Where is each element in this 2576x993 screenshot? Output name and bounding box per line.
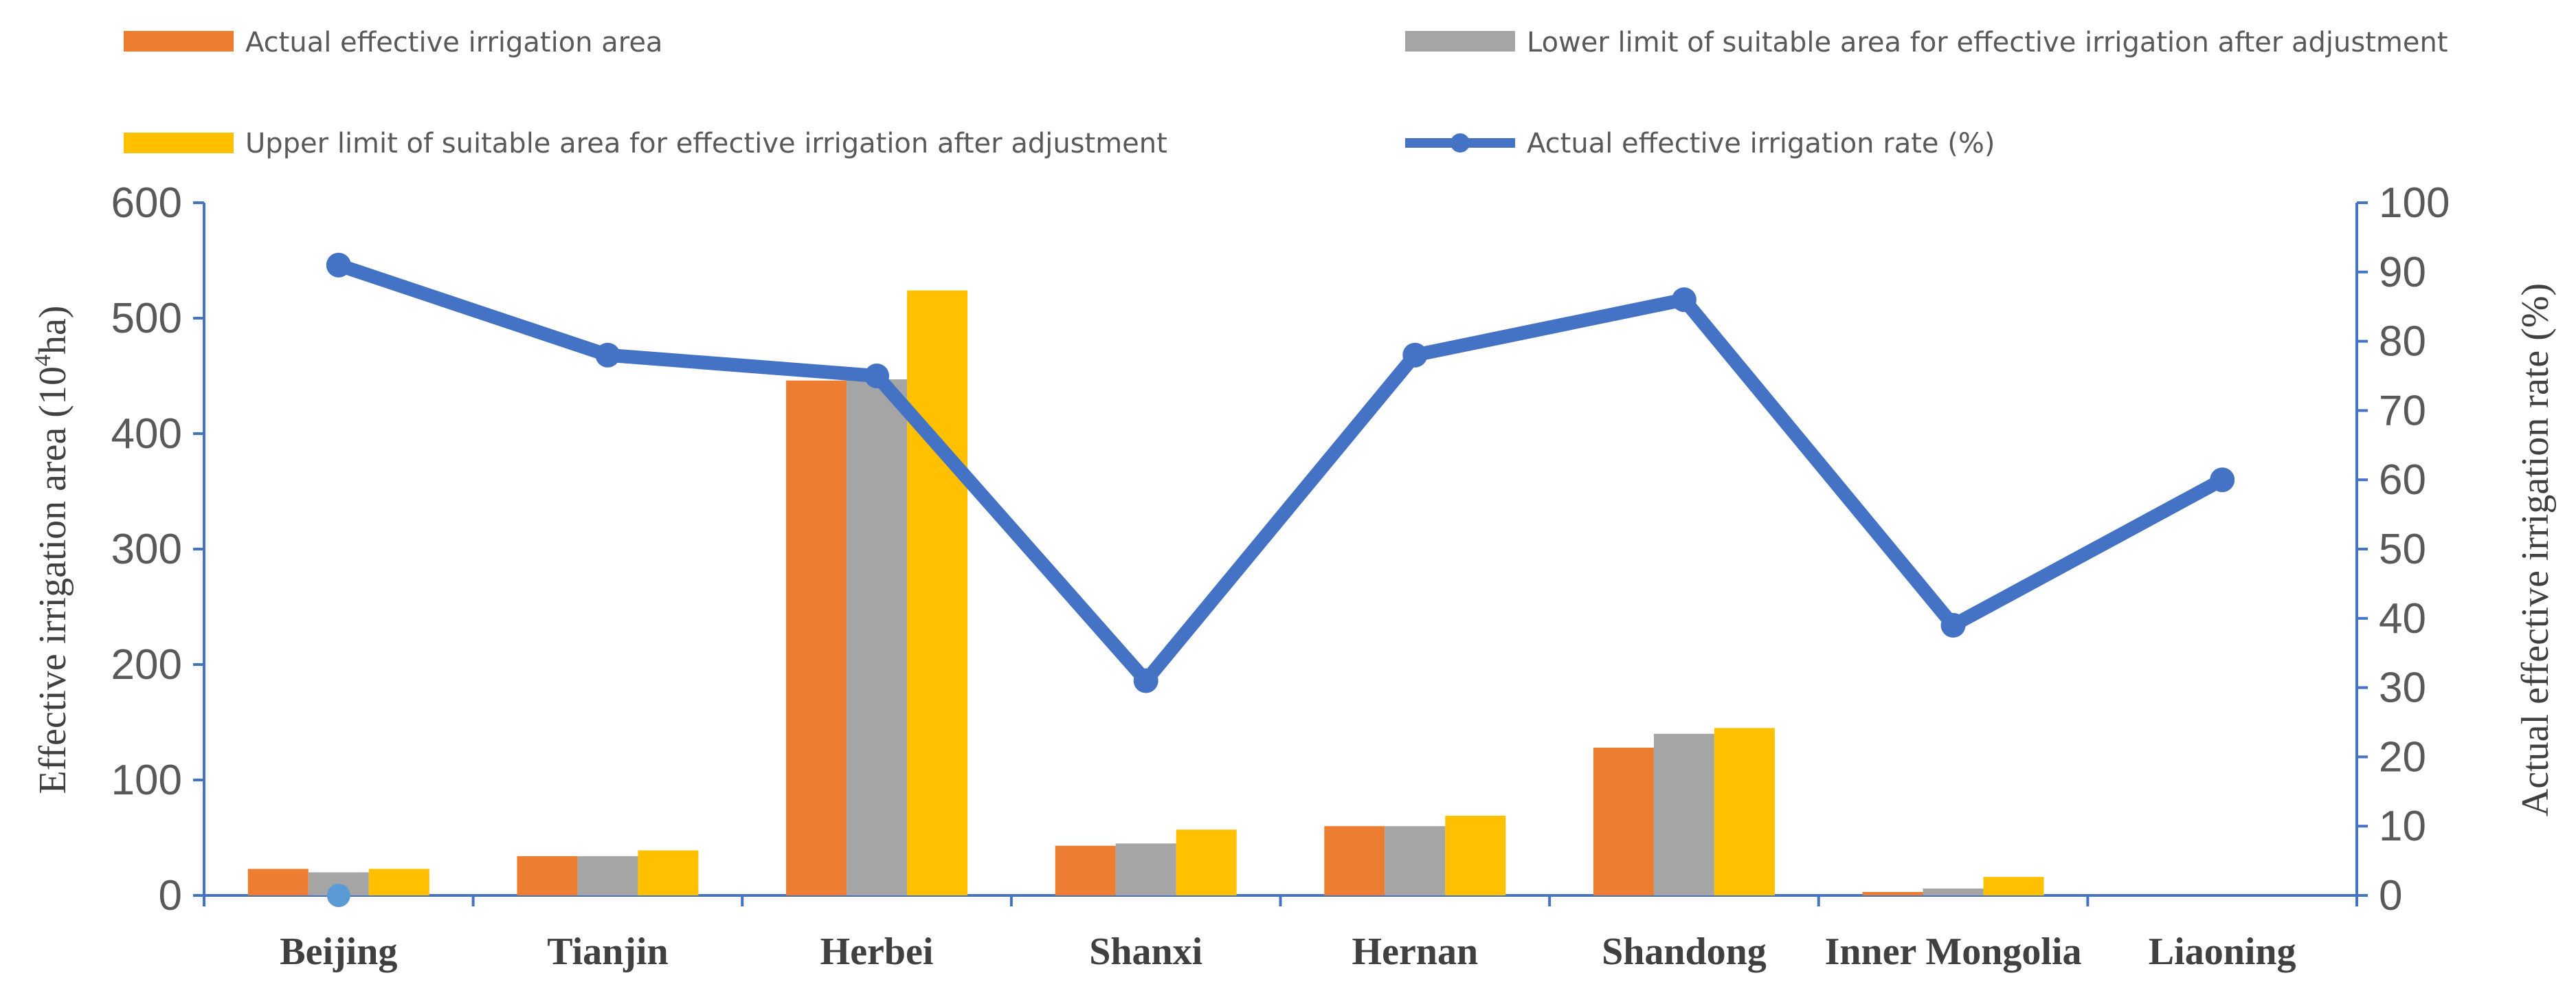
bar-2-shandong: [1653, 733, 1714, 895]
right-tick-label: 80: [2379, 318, 2426, 366]
left-tick-label: 200: [111, 641, 182, 689]
rate-point-hernan: [1402, 342, 1428, 368]
bar-1-shanxi: [1055, 845, 1116, 895]
legend-swatch-actual-area: [124, 31, 234, 52]
right-tick-label: 30: [2379, 665, 2426, 712]
right-tick-label: 0: [2379, 872, 2402, 919]
bar-3-herbei: [907, 290, 968, 895]
bar-1-shandong: [1593, 747, 1654, 895]
bar-2-shanxi: [1115, 843, 1176, 895]
right-tick-label: 20: [2379, 733, 2426, 781]
left-tick-label: 600: [111, 179, 182, 227]
right-axis-title: Actual effective irrigation rate (%): [2514, 283, 2557, 816]
left-tick-label: 0: [159, 872, 182, 919]
right-tick-label: 50: [2379, 526, 2426, 573]
rate-point-tianjin: [595, 342, 620, 368]
x-axis-ticks: [203, 895, 2358, 906]
left-tick-label: 500: [111, 295, 182, 342]
bar-3-shanxi: [1176, 829, 1237, 895]
left-axis-title: Effective irrigation area (104ha): [30, 306, 74, 794]
baseline-marker: [326, 884, 350, 907]
category-label: Beijing: [280, 930, 397, 973]
left-axis-title-main: Effective irrigation area (10: [32, 366, 74, 794]
line-series: [326, 252, 2235, 907]
bar-1-herbei: [786, 380, 847, 895]
bar-2-hernan: [1385, 826, 1446, 895]
rate-point-herbei: [864, 364, 890, 388]
category-label: Inner Mongolia: [1825, 930, 2082, 973]
legend-label-lower-limit: Lower limit of suitable area for effecti…: [1527, 27, 2448, 58]
bar-2-inner-mongolia: [1923, 888, 1984, 895]
bar-series: [247, 290, 2044, 895]
rate-point-inner-mongolia: [1940, 612, 1966, 638]
rate-point-beijing: [326, 252, 351, 278]
legend-item-upper-limit: Upper limit of suitable area for effecti…: [124, 128, 1167, 159]
legend-item-rate: Actual effective irrigation rate (%): [1405, 128, 1995, 159]
bar-1-hernan: [1324, 826, 1385, 895]
rate-line: [331, 258, 2230, 688]
rate-point-liaoning: [2210, 467, 2235, 493]
legend-swatch-lower-limit: [1405, 31, 1515, 52]
right-tick-label: 100: [2379, 179, 2450, 227]
legend-item-lower-limit: Lower limit of suitable area for effecti…: [1405, 27, 2448, 58]
bar-1-tianjin: [517, 856, 578, 895]
left-axis-ticks: 0 100 200 300 400 500 600: [111, 179, 204, 919]
bar-2-tianjin: [577, 856, 638, 895]
bar-1-beijing: [247, 869, 309, 895]
bar-2-herbei: [847, 379, 908, 895]
left-tick-label: 400: [111, 410, 182, 458]
right-tick-label: 60: [2379, 456, 2426, 504]
bar-3-shandong: [1714, 728, 1775, 895]
category-label: Tianjin: [547, 930, 668, 973]
legend-swatch-upper-limit: [124, 133, 234, 153]
left-axis-title-sup: 4: [30, 355, 56, 366]
rate-point-shandong: [1671, 287, 1696, 313]
bar-3-inner-mongolia: [1983, 877, 2044, 895]
right-tick-label: 90: [2379, 249, 2426, 296]
category-label: Shandong: [1602, 930, 1767, 973]
right-tick-label: 70: [2379, 387, 2426, 434]
legend-item-actual-area: Actual effective irrigation area: [124, 27, 662, 58]
legend-label-upper-limit: Upper limit of suitable area for effecti…: [245, 128, 1167, 159]
right-axis-ticks: 0 10 20 30 40 50 60 70 80 90 100: [2357, 179, 2450, 919]
right-tick-label: 10: [2379, 803, 2426, 850]
category-label: Herbei: [820, 930, 934, 973]
axes: 0 100 200 300 400 500 600 0 10 20 30 40 50 60 70 80 90 1…: [111, 179, 2450, 919]
bar-1-inner-mongolia: [1862, 891, 1923, 895]
left-axis-title-end: ha): [32, 306, 74, 355]
legend: Actual effective irrigation area Lower l…: [124, 27, 2448, 159]
category-label: Shanxi: [1089, 930, 1202, 973]
rate-point-shanxi: [1133, 668, 1158, 693]
legend-marker-rate: [1451, 133, 1470, 153]
category-label: Liaoning: [2149, 930, 2296, 973]
bar-3-tianjin: [638, 850, 699, 895]
category-labels: Beijing Tianjin Herbei Shanxi Hernan Shandong…: [280, 930, 2296, 973]
legend-label-actual-area: Actual effective irrigation area: [245, 27, 662, 58]
left-tick-label: 300: [111, 526, 182, 573]
category-label: Hernan: [1352, 930, 1479, 973]
bar-3-hernan: [1445, 816, 1506, 895]
right-tick-label: 40: [2379, 595, 2426, 643]
left-tick-label: 100: [111, 757, 182, 804]
bar-3-beijing: [368, 869, 429, 895]
legend-label-rate: Actual effective irrigation rate (%): [1527, 128, 1995, 159]
